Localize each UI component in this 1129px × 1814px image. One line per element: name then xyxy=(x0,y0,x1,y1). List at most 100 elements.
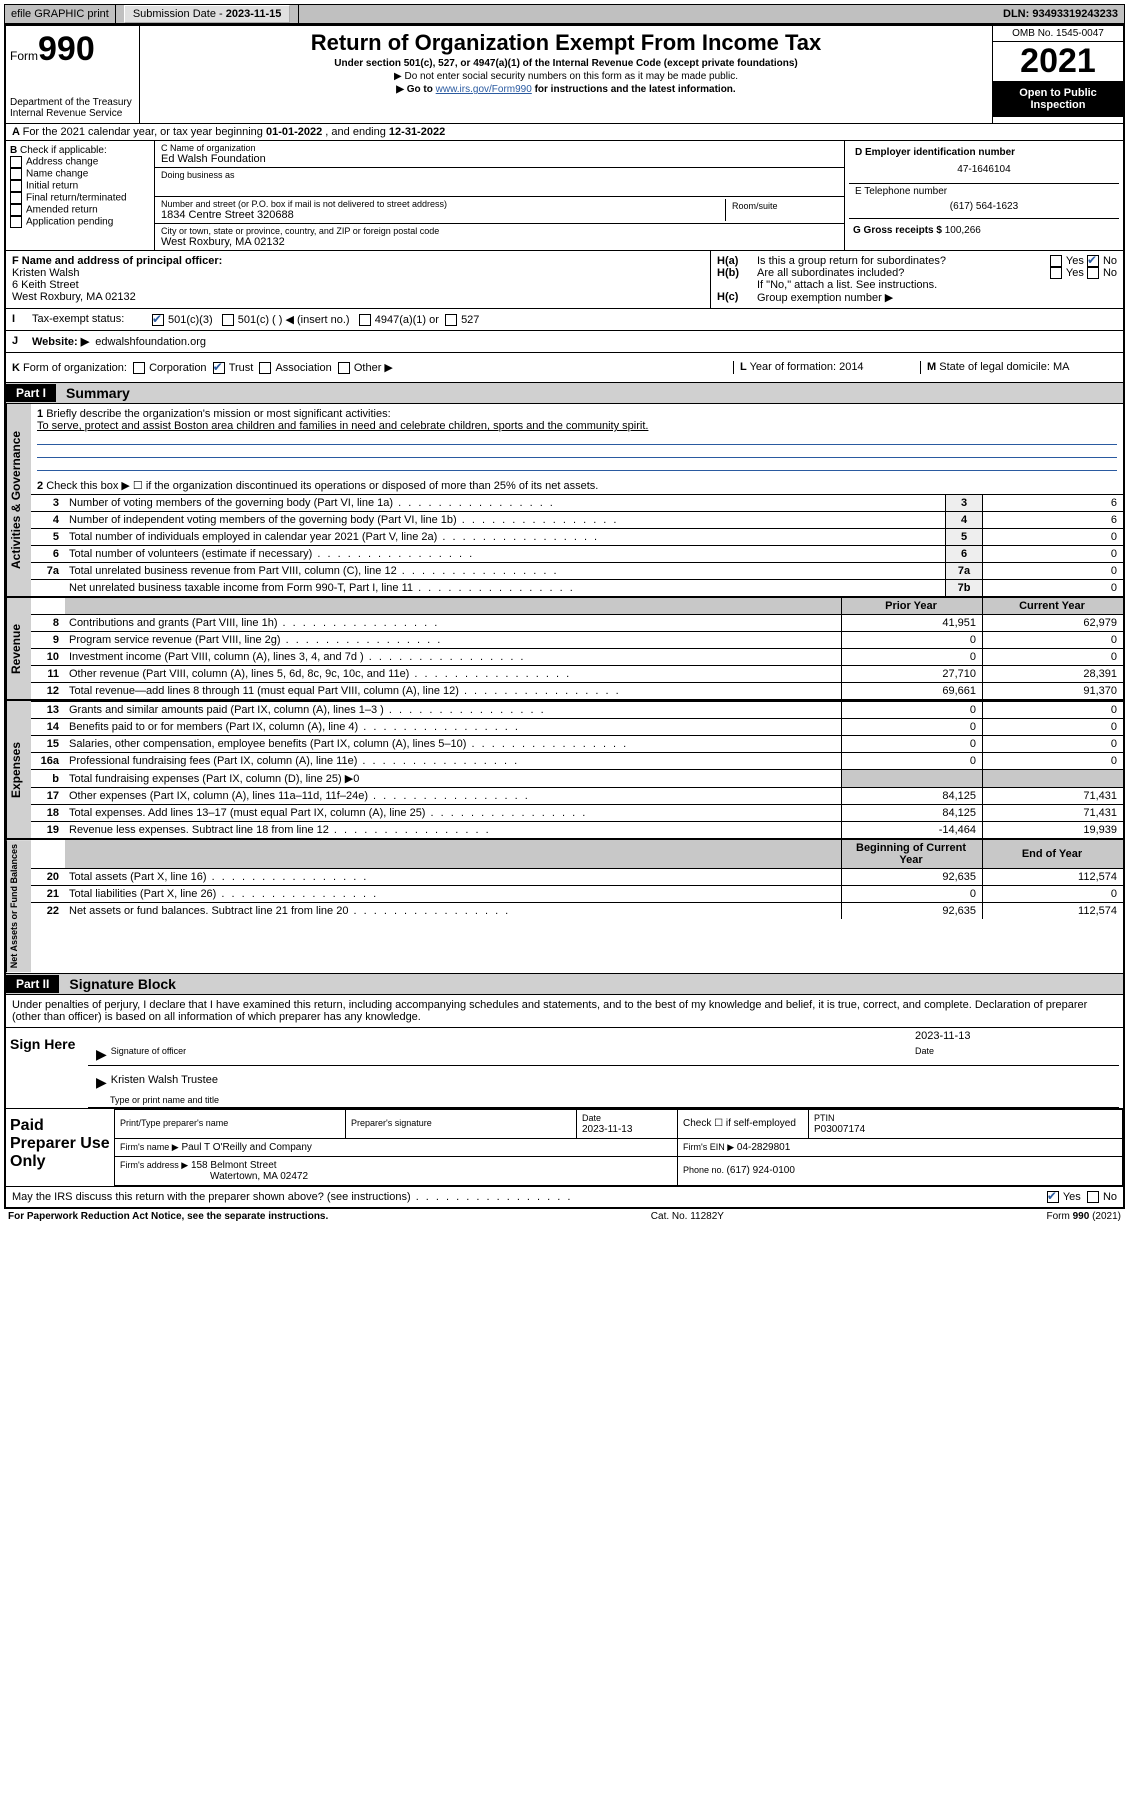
footer-form: Form 990 (2021) xyxy=(1047,1211,1121,1222)
form-header: Form990 Department of the Treasury Inter… xyxy=(6,26,1123,123)
expenses-table: 13Grants and similar amounts paid (Part … xyxy=(31,701,1123,838)
part2-title: Signature Block xyxy=(59,974,186,994)
check-501c3[interactable] xyxy=(152,314,164,326)
city-label: City or town, state or province, country… xyxy=(161,226,838,236)
table-row: 17Other expenses (Part IX, column (A), l… xyxy=(31,788,1123,805)
line-a: A For the 2021 calendar year, or tax yea… xyxy=(6,123,1123,140)
check-final-return[interactable] xyxy=(10,192,22,204)
check-initial-return[interactable] xyxy=(10,180,22,192)
perjury-declaration: Under penalties of perjury, I declare th… xyxy=(6,995,1123,1027)
check-501c[interactable] xyxy=(222,314,234,326)
omb-no: OMB No. 1545-0047 xyxy=(993,26,1123,42)
check-527[interactable] xyxy=(445,314,457,326)
preparer-table: Print/Type preparer's name Preparer's si… xyxy=(114,1109,1123,1186)
hb-yes[interactable] xyxy=(1050,267,1062,279)
table-row: 19Revenue less expenses. Subtract line 1… xyxy=(31,822,1123,839)
form-title: Return of Organization Exempt From Incom… xyxy=(146,30,986,56)
open-public-badge: Open to Public Inspection xyxy=(993,81,1123,117)
col-h: H(a) Is this a group return for subordin… xyxy=(711,251,1123,308)
col-b: B Check if applicable: Address change Na… xyxy=(6,141,155,250)
signature-date: 2023-11-13 xyxy=(915,1030,1115,1042)
col-begin: Beginning of Current Year xyxy=(856,842,966,866)
dln-cell: DLN: 93493319243233 xyxy=(997,5,1124,23)
form-org-label: Form of organization: xyxy=(23,362,127,374)
section-revenue: Revenue Prior Year Current Year 8Contrib… xyxy=(6,596,1123,699)
submission-date-button[interactable]: Submission Date - 2023-11-15 xyxy=(124,5,291,23)
table-row: 12Total revenue—add lines 8 through 11 (… xyxy=(31,683,1123,700)
mission-text: To serve, protect and assist Boston area… xyxy=(37,420,648,432)
state-domicile: MA xyxy=(1053,361,1070,373)
col-prior: Prior Year xyxy=(885,600,937,612)
firm-addr2: Watertown, MA 02472 xyxy=(210,1171,308,1182)
header-right: OMB No. 1545-0047 2021 Open to Public In… xyxy=(993,26,1123,123)
header-left: Form990 Department of the Treasury Inter… xyxy=(6,26,140,123)
firm-phone: (617) 924-0100 xyxy=(727,1165,795,1176)
table-row: 14Benefits paid to or for members (Part … xyxy=(31,719,1123,736)
type-name-label: Type or print name and title xyxy=(110,1095,219,1105)
check-amended-return[interactable] xyxy=(10,204,22,216)
tax-exempt-label: Tax-exempt status: xyxy=(32,313,152,326)
header-middle: Return of Organization Exempt From Incom… xyxy=(140,26,993,123)
irs-label: Internal Revenue Service xyxy=(10,108,135,119)
website-value: edwalshfoundation.org xyxy=(95,336,206,348)
arrow-icon-2: ▶ xyxy=(96,1074,107,1091)
table-row: bTotal fundraising expenses (Part IX, co… xyxy=(31,770,1123,788)
check-other[interactable] xyxy=(338,362,350,374)
ha-yes[interactable] xyxy=(1050,255,1062,267)
part2-badge: Part II xyxy=(6,975,59,993)
ha-no[interactable] xyxy=(1087,255,1099,267)
section-bcdefg: B Check if applicable: Address change Na… xyxy=(6,140,1123,250)
sig-officer-label: Signature of officer xyxy=(111,1046,915,1063)
year-formation: 2014 xyxy=(839,361,863,373)
footer: For Paperwork Reduction Act Notice, see … xyxy=(4,1209,1125,1224)
check-name-change[interactable] xyxy=(10,168,22,180)
dba-label: Doing business as xyxy=(161,170,838,180)
firm-name: Paul T O'Reilly and Company xyxy=(181,1142,312,1153)
table-row: 8Contributions and grants (Part VIII, li… xyxy=(31,615,1123,632)
submission-date-cell: Submission Date - 2023-11-15 xyxy=(116,5,300,23)
table-row: 15Salaries, other compensation, employee… xyxy=(31,736,1123,753)
footer-pra: For Paperwork Reduction Act Notice, see … xyxy=(8,1211,328,1222)
discuss-no[interactable] xyxy=(1087,1191,1099,1203)
hb-question: Are all subordinates included? xyxy=(757,267,1050,279)
table-row: 4Number of independent voting members of… xyxy=(31,512,1123,529)
revenue-table: Prior Year Current Year 8Contributions a… xyxy=(31,598,1123,699)
ptin: P03007174 xyxy=(814,1124,865,1135)
ha-question: Is this a group return for subordinates? xyxy=(757,255,1050,267)
check-4947[interactable] xyxy=(359,314,371,326)
table-row: 9Program service revenue (Part VIII, lin… xyxy=(31,632,1123,649)
phone-label: E Telephone number xyxy=(855,186,1113,197)
table-row: 10Investment income (Part VIII, column (… xyxy=(31,649,1123,666)
discuss-yes[interactable] xyxy=(1047,1191,1059,1203)
col-c: C Name of organization Ed Walsh Foundati… xyxy=(155,141,844,250)
irs-link[interactable]: www.irs.gov/Form990 xyxy=(436,84,532,95)
hb-note: If "No," attach a list. See instructions… xyxy=(717,279,1117,291)
col-current: Current Year xyxy=(1019,600,1085,612)
prep-date: 2023-11-13 xyxy=(582,1124,632,1135)
officer-street: 6 Keith Street xyxy=(12,279,704,291)
check-corp[interactable] xyxy=(133,362,145,374)
prep-sig-hdr: Preparer's signature xyxy=(351,1118,432,1128)
part1-title: Summary xyxy=(56,383,140,403)
hc-question: Group exemption number ▶ xyxy=(757,291,893,304)
form-outer: Form990 Department of the Treasury Inter… xyxy=(4,24,1125,1209)
table-row: 5Total number of individuals employed in… xyxy=(31,529,1123,546)
website-label: Website: ▶ xyxy=(32,336,89,348)
top-toolbar: efile GRAPHIC print Submission Date - 20… xyxy=(4,4,1125,24)
table-row: 18Total expenses. Add lines 13–17 (must … xyxy=(31,805,1123,822)
section-governance: Activities & Governance 1 Briefly descri… xyxy=(6,404,1123,596)
ein-label: D Employer identification number xyxy=(855,147,1015,158)
check-trust[interactable] xyxy=(213,362,225,374)
hb-no[interactable] xyxy=(1087,267,1099,279)
paid-preparer-label: Paid Preparer Use Only xyxy=(6,1109,114,1186)
arrow-icon: ▶ xyxy=(96,1046,107,1063)
check-assoc[interactable] xyxy=(259,362,271,374)
check-address-change[interactable] xyxy=(10,156,22,168)
street-label: Number and street (or P.O. box if mail i… xyxy=(161,199,725,209)
table-row: 7aTotal unrelated business revenue from … xyxy=(31,563,1123,580)
check-application-pending[interactable] xyxy=(10,216,22,228)
line-j: J Website: ▶ edwalshfoundation.org xyxy=(6,330,1123,352)
discuss-question: May the IRS discuss this return with the… xyxy=(12,1191,411,1203)
section-expenses: Expenses 13Grants and similar amounts pa… xyxy=(6,699,1123,838)
officer-name: Kristen Walsh xyxy=(12,267,704,279)
